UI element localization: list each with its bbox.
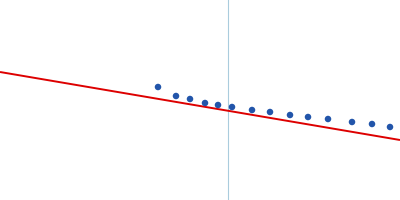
Point (325, 117, 331, 121)
Point (202, 101, 208, 105)
Point (305, 115, 311, 119)
Point (387, 125, 393, 129)
Point (173, 94, 179, 98)
Point (349, 120, 355, 124)
Point (267, 110, 273, 114)
Point (187, 97, 193, 101)
Point (215, 103, 221, 107)
Point (229, 105, 235, 109)
Point (249, 108, 255, 112)
Point (369, 122, 375, 126)
Point (287, 113, 293, 117)
Point (155, 85, 161, 89)
